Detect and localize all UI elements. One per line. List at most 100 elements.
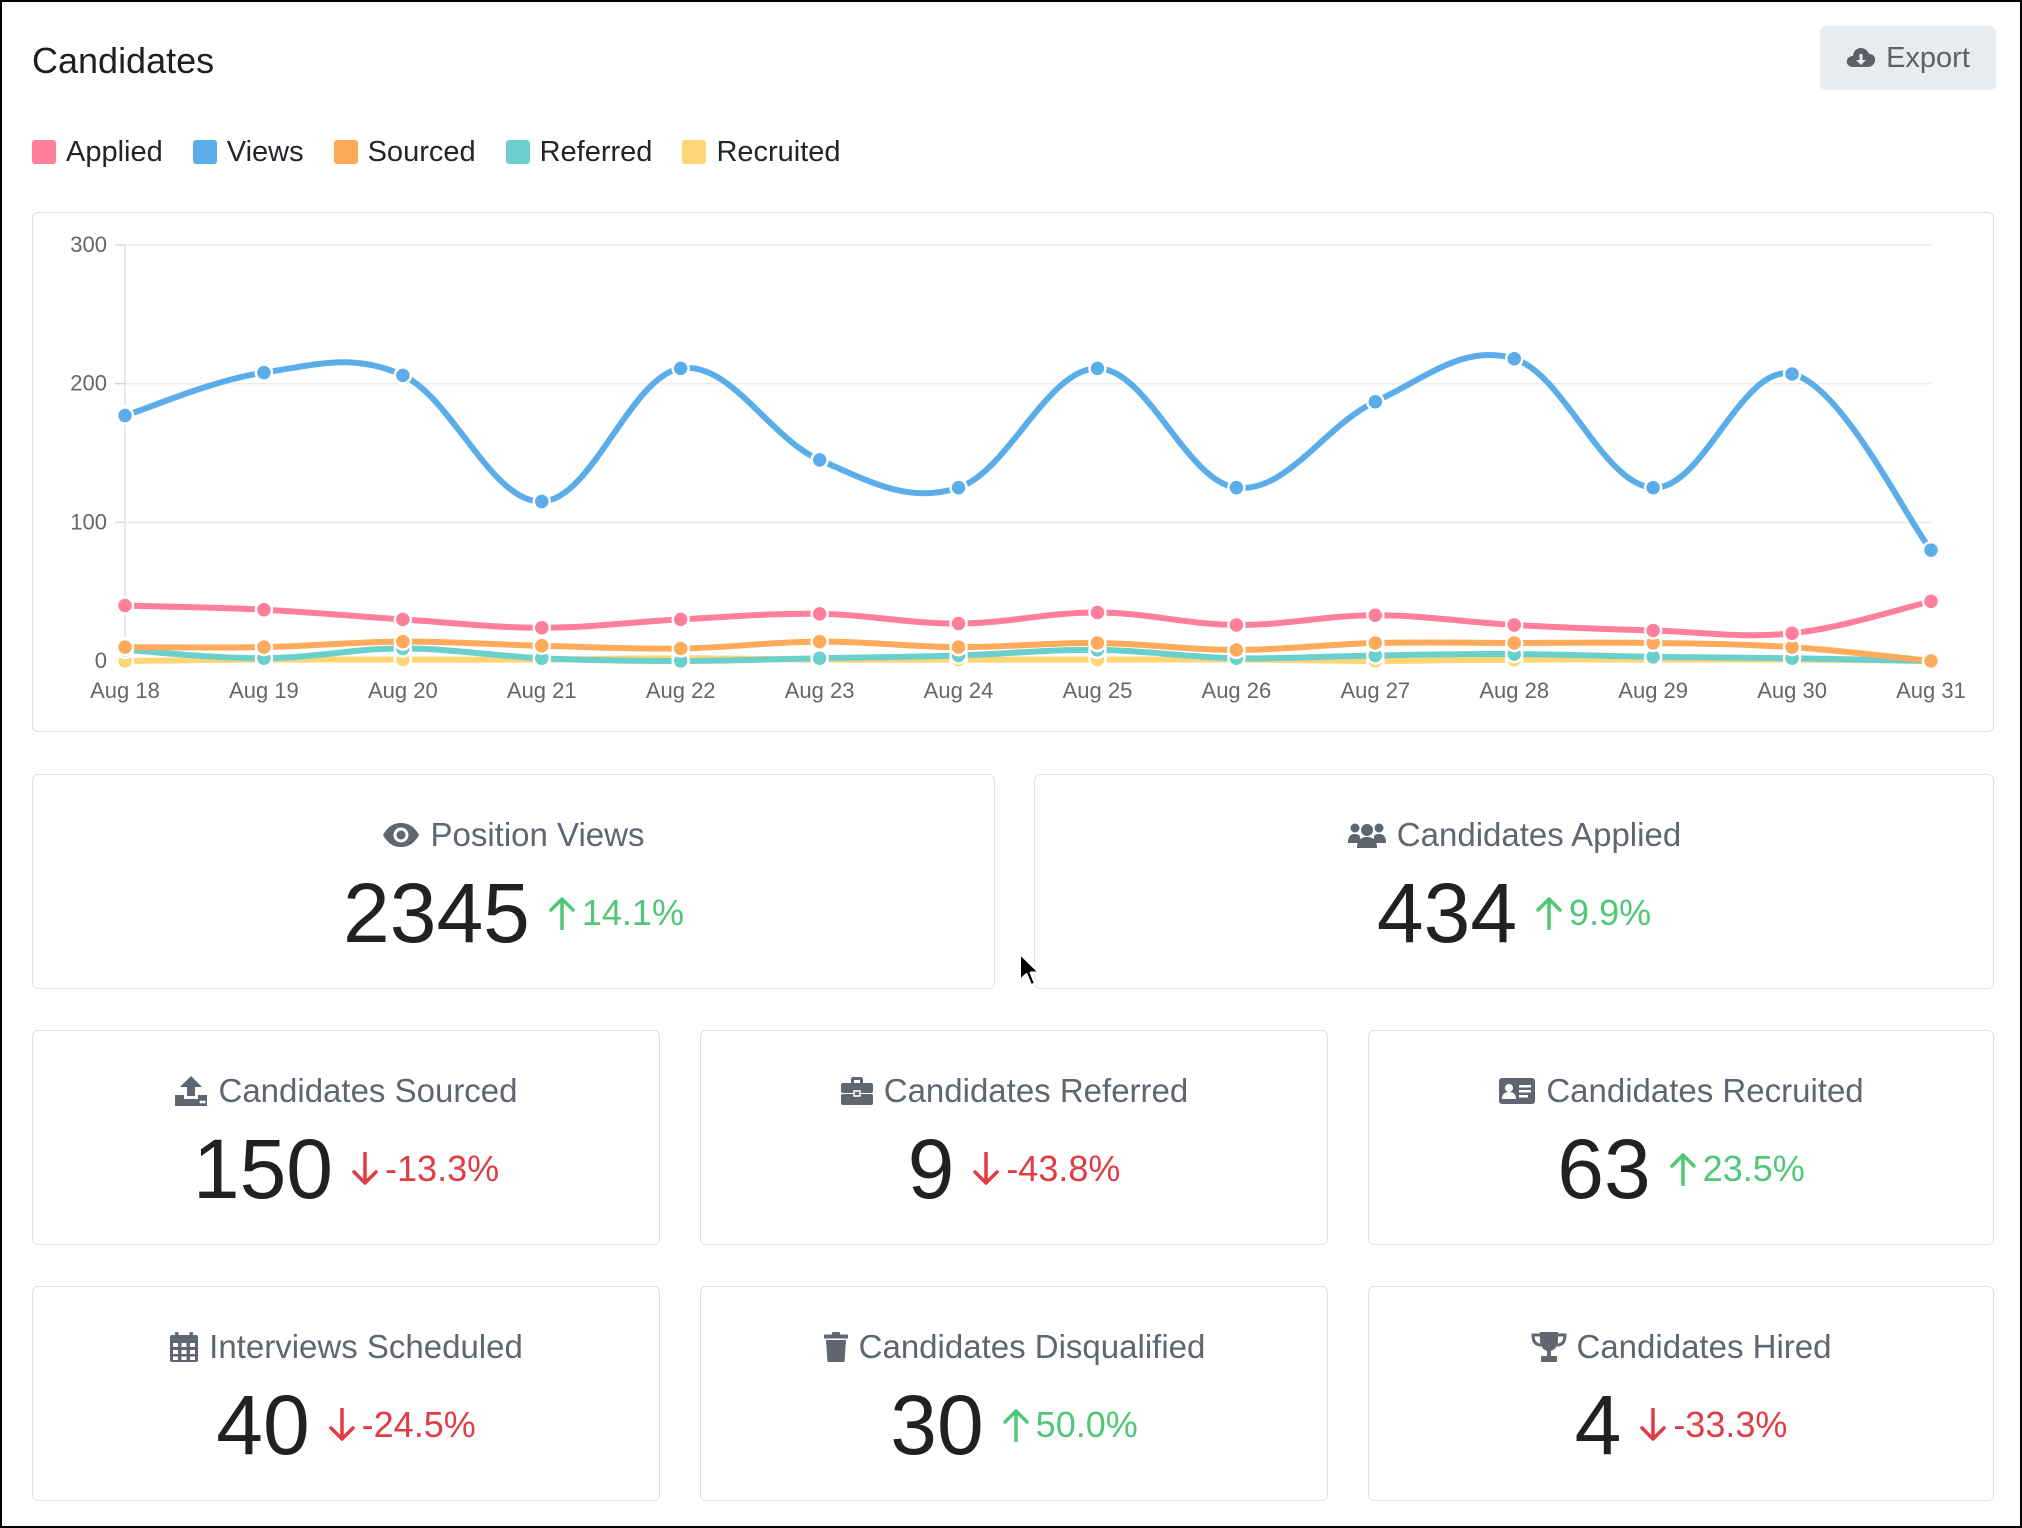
stat-delta: 23.5%	[1669, 1148, 1805, 1190]
stat-label: Position Views	[430, 816, 645, 853]
stat-value: 4	[1574, 1378, 1622, 1472]
x-tick-label: Aug 18	[90, 678, 160, 703]
legend-label-sourced: Sourced	[367, 135, 476, 168]
stat-card-candidates-applied: Candidates Applied 434 9.9%	[1034, 774, 1994, 989]
x-tick-label: Aug 29	[1618, 678, 1688, 703]
export-label: Export	[1886, 41, 1970, 74]
x-tick-label: Aug 31	[1896, 678, 1966, 703]
data-point-sourced	[532, 636, 552, 655]
stat-delta: 50.0%	[1002, 1404, 1138, 1446]
legend-item-applied[interactable]: Applied	[32, 136, 163, 169]
data-point-sourced	[671, 639, 690, 658]
data-point-views	[1504, 349, 1524, 368]
trophy-icon	[1530, 1331, 1567, 1363]
legend-swatch-sourced	[333, 140, 358, 164]
series-line-sourced	[122, 638, 1934, 664]
eye-icon	[382, 822, 420, 848]
data-point-applied	[393, 610, 413, 629]
export-button[interactable]: Export	[1820, 26, 1996, 90]
data-point-views	[532, 492, 552, 511]
x-tick-label: Aug 19	[229, 678, 299, 703]
data-point-applied	[949, 614, 968, 633]
stat-label: Candidates Applied	[1396, 816, 1682, 853]
data-point-sourced	[1366, 633, 1385, 653]
stat-card-candidates-disqualified: Candidates Disqualified 30 50.0%	[700, 1286, 1328, 1501]
data-point-views	[1088, 359, 1107, 378]
data-point-applied	[810, 604, 829, 624]
legend-label-views: Views	[226, 135, 304, 168]
data-point-sourced	[1088, 633, 1107, 653]
stat-label: Candidates Sourced	[218, 1072, 518, 1109]
stat-label: Candidates Recruited	[1546, 1072, 1864, 1109]
arrow-up-icon	[1669, 1152, 1697, 1186]
arrow-up-icon	[1535, 896, 1563, 930]
data-point-sourced	[810, 632, 829, 651]
x-tick-label: Aug 23	[785, 678, 855, 703]
stat-delta-value: 50.0%	[1035, 1404, 1138, 1445]
x-tick-label: Aug 28	[1479, 678, 1549, 703]
x-tick-label: Aug 26	[1202, 678, 1272, 703]
legend-label-applied: Applied	[66, 135, 163, 168]
x-tick-label: Aug 25	[1063, 678, 1133, 703]
arrow-down-icon	[351, 1152, 379, 1186]
calendar-icon	[169, 1331, 199, 1363]
data-point-views	[254, 363, 274, 382]
y-tick-label: 0	[95, 648, 107, 673]
data-point-views	[810, 450, 829, 470]
data-point-views	[671, 359, 690, 378]
stat-value: 63	[1557, 1122, 1651, 1216]
series-line-referred	[122, 645, 1934, 664]
upload-icon	[174, 1075, 208, 1107]
stat-delta-value: 9.9%	[1569, 892, 1652, 933]
legend-item-referred[interactable]: Referred	[505, 135, 653, 169]
arrow-up-icon	[548, 896, 576, 930]
data-point-applied	[115, 596, 135, 615]
briefcase-icon	[840, 1076, 874, 1106]
stat-delta-value: -43.8%	[1006, 1148, 1121, 1189]
x-tick-label: Aug 30	[1757, 678, 1827, 703]
legend-item-views[interactable]: Views	[192, 135, 304, 169]
y-tick-label: 200	[70, 371, 107, 396]
data-point-views	[1366, 392, 1385, 411]
stat-label: Candidates Hired	[1576, 1328, 1832, 1365]
x-tick-label: Aug 24	[924, 678, 994, 703]
data-point-views	[1643, 478, 1663, 497]
legend-swatch-applied	[32, 140, 56, 164]
stat-delta: 14.1%	[548, 892, 684, 934]
arrow-down-icon	[1639, 1408, 1667, 1442]
data-point-applied	[1366, 605, 1385, 625]
stat-value: 2345	[343, 866, 530, 960]
legend-item-sourced[interactable]: Sourced	[333, 135, 476, 169]
data-point-applied	[532, 618, 552, 637]
stat-delta: -33.3%	[1639, 1404, 1787, 1446]
legend-item-recruited[interactable]: Recruited	[682, 136, 841, 169]
data-point-views	[1782, 364, 1802, 384]
data-point-applied	[1227, 615, 1246, 635]
chart-card: 0 100 200 300 Aug 18 Aug 19 Aug 20 Aug 21 Aug 22…	[32, 212, 1994, 732]
legend-swatch-recruited	[682, 140, 707, 164]
data-point-applied	[254, 600, 274, 619]
stat-card-candidates-hired: Candidates Hired 4 -33.3%	[1368, 1286, 1994, 1501]
stat-card-position-views: Position Views 2345 14.1%	[32, 774, 995, 989]
chart-legend: Applied Views Sourced Referred Recruited	[32, 132, 871, 172]
stat-delta: -13.3%	[351, 1148, 499, 1190]
data-point-views	[949, 478, 968, 497]
data-point-applied	[1643, 621, 1663, 640]
stat-delta: -24.5%	[328, 1404, 476, 1446]
trash-icon	[823, 1331, 849, 1363]
data-point-views	[1227, 478, 1246, 497]
users-icon	[1347, 821, 1387, 849]
stat-card-candidates-recruited: Candidates Recruited 63 23.5%	[1368, 1030, 1994, 1245]
legend-swatch-referred	[505, 140, 530, 164]
legend-label-referred: Referred	[539, 135, 653, 168]
data-point-sourced	[393, 632, 413, 651]
stat-delta: 9.9%	[1535, 892, 1651, 934]
stat-card-interviews-scheduled: Interviews Scheduled 40 -24.5%	[32, 1286, 660, 1501]
line-chart: 0 100 200 300 Aug 18 Aug 19 Aug 20 Aug 21 Aug 22…	[70, 232, 1966, 703]
stat-label: Candidates Disqualified	[858, 1328, 1206, 1365]
data-point-sourced	[1227, 640, 1246, 660]
stat-value: 150	[192, 1122, 334, 1216]
stat-delta-value: -13.3%	[385, 1148, 500, 1189]
series-line-applied	[122, 598, 1934, 639]
stat-value: 30	[890, 1378, 984, 1472]
